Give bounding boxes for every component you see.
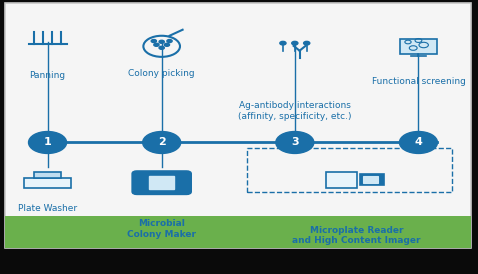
Circle shape	[167, 39, 172, 42]
Text: 2: 2	[158, 138, 165, 147]
Circle shape	[292, 41, 298, 45]
Text: Functional screening: Functional screening	[371, 77, 466, 86]
FancyBboxPatch shape	[34, 172, 61, 178]
Circle shape	[142, 132, 181, 153]
Bar	[5, 216, 471, 248]
Text: 1: 1	[43, 138, 52, 147]
Circle shape	[151, 39, 156, 42]
Circle shape	[29, 132, 66, 153]
Circle shape	[276, 132, 314, 153]
Circle shape	[154, 43, 159, 46]
FancyBboxPatch shape	[326, 172, 357, 188]
FancyBboxPatch shape	[149, 176, 174, 189]
FancyBboxPatch shape	[24, 178, 71, 188]
Circle shape	[159, 40, 164, 43]
Text: Colony picking: Colony picking	[129, 68, 195, 78]
FancyBboxPatch shape	[132, 171, 191, 194]
Text: Microbial
Colony Maker: Microbial Colony Maker	[127, 219, 196, 239]
Bar	[247, 148, 452, 192]
FancyBboxPatch shape	[5, 3, 471, 248]
Circle shape	[164, 43, 170, 46]
Circle shape	[280, 41, 286, 45]
Text: Microplate Reader
and High Content Imager: Microplate Reader and High Content Image…	[293, 226, 421, 246]
Text: 3: 3	[291, 138, 299, 147]
Circle shape	[304, 41, 310, 45]
Text: Ag-antibody interactions
(affinity, specificity, etc.): Ag-antibody interactions (affinity, spec…	[238, 101, 352, 121]
Circle shape	[400, 132, 437, 153]
FancyBboxPatch shape	[360, 174, 384, 185]
Text: Panning: Panning	[30, 71, 65, 80]
Text: Plate Washer: Plate Washer	[18, 204, 77, 213]
Text: 4: 4	[414, 138, 423, 147]
FancyBboxPatch shape	[400, 39, 437, 54]
Circle shape	[159, 46, 164, 49]
FancyBboxPatch shape	[363, 176, 378, 182]
